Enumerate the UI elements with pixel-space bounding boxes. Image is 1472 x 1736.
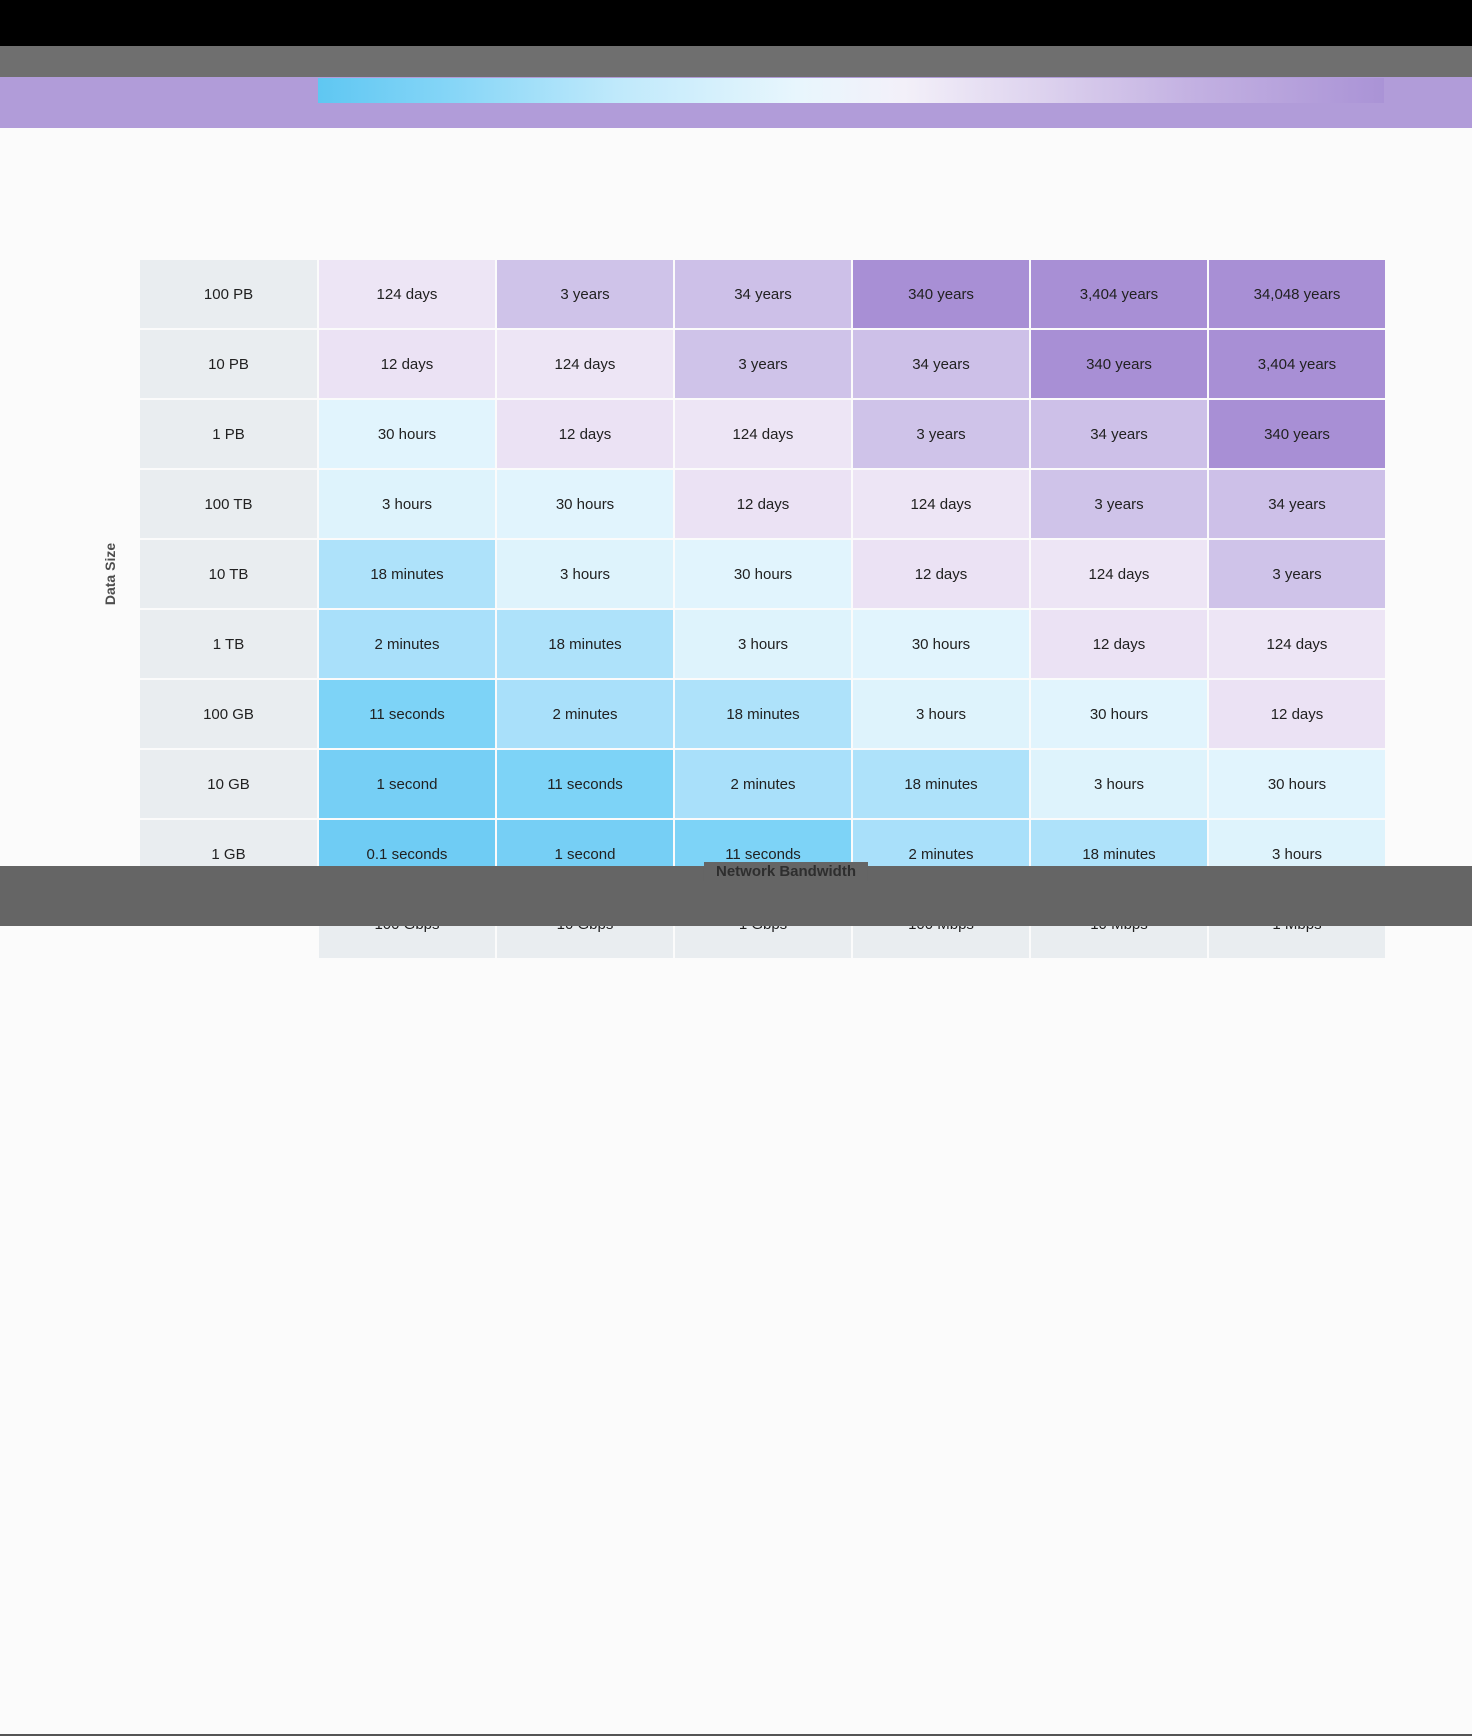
row-label: 100 PB [140, 260, 317, 328]
heatmap-cell: 30 hours [1031, 680, 1207, 748]
heatmap-cell: 12 days [497, 400, 673, 468]
heatmap-cell: 34 years [1031, 400, 1207, 468]
heatmap-cell: 2 minutes [319, 610, 495, 678]
heatmap-cell: 12 days [853, 540, 1029, 608]
heatmap-cell: 3 hours [497, 540, 673, 608]
row-label: 1 PB [140, 400, 317, 468]
heatmap-cell: 3 years [675, 330, 851, 398]
row-label: 10 GB [140, 750, 317, 818]
heatmap-cell: 3 years [1209, 540, 1385, 608]
heatmap-cell: 3 hours [319, 470, 495, 538]
heatmap-cell: 3 years [497, 260, 673, 328]
row-label: 100 TB [140, 470, 317, 538]
heatmap-cell: 18 minutes [319, 540, 495, 608]
chart-panel: Data Size 100 PB 124 days 3 years 34 years 3… [0, 128, 1472, 958]
heatmap-cell: 30 hours [675, 540, 851, 608]
heatmap-cell: 340 years [1031, 330, 1207, 398]
heatmap-cell: 3 years [853, 400, 1029, 468]
heatmap-cell: 124 days [319, 260, 495, 328]
heatmap-cell: 3 years [1031, 470, 1207, 538]
heatmap-cell: 12 days [675, 470, 851, 538]
heatmap-cell: 34 years [1209, 470, 1385, 538]
heatmap-cell: 11 seconds [497, 750, 673, 818]
heatmap-cell: 30 hours [853, 610, 1029, 678]
time-colorbar-gradient [318, 78, 1384, 103]
heatmap-cell: 3 hours [853, 680, 1029, 748]
heatmap-cell: 3 hours [1031, 750, 1207, 818]
heatmap-cell: 340 years [853, 260, 1029, 328]
heatmap-cell: 340 years [1209, 400, 1385, 468]
heatmap-cell: 12 days [1031, 610, 1207, 678]
heatmap-grid: 100 PB 124 days 3 years 34 years 340 years 3,… [140, 260, 1385, 958]
heatmap-cell: 34,048 years [1209, 260, 1385, 328]
x-axis-label: Network Bandwidth [703, 862, 869, 881]
heatmap-cell: 124 days [497, 330, 673, 398]
heatmap-cell: 11 seconds [319, 680, 495, 748]
heatmap-cell: 2 minutes [675, 750, 851, 818]
top-letterbox-bar [0, 0, 1472, 46]
row-label: 10 PB [140, 330, 317, 398]
heatmap-cell: 2 minutes [497, 680, 673, 748]
heatmap-cell: 12 days [1209, 680, 1385, 748]
heatmap-cell: 30 hours [1209, 750, 1385, 818]
heatmap-cell: 18 minutes [675, 680, 851, 748]
heatmap-cell: 1 second [319, 750, 495, 818]
y-axis-label: Data Size [102, 542, 118, 606]
heatmap-cell: 3 hours [675, 610, 851, 678]
heatmap-cell: 30 hours [319, 400, 495, 468]
heatmap-cell: 124 days [675, 400, 851, 468]
heatmap-cell: 18 minutes [497, 610, 673, 678]
heatmap-cell: 30 hours [497, 470, 673, 538]
row-label: 100 GB [140, 680, 317, 748]
heatmap-cell: 34 years [853, 330, 1029, 398]
legend-band [0, 77, 1472, 128]
heatmap-cell: 124 days [1031, 540, 1207, 608]
heatmap-cell: 34 years [675, 260, 851, 328]
heatmap-cell: 12 days [319, 330, 495, 398]
heatmap-cell: 18 minutes [853, 750, 1029, 818]
row-label: 1 TB [140, 610, 317, 678]
heatmap-cell: 124 days [853, 470, 1029, 538]
row-label: 10 TB [140, 540, 317, 608]
heatmap-cell: 124 days [1209, 610, 1385, 678]
heatmap-cell: 3,404 years [1209, 330, 1385, 398]
top-chrome-bar: Time [0, 46, 1472, 105]
heatmap-cell: 3,404 years [1031, 260, 1207, 328]
